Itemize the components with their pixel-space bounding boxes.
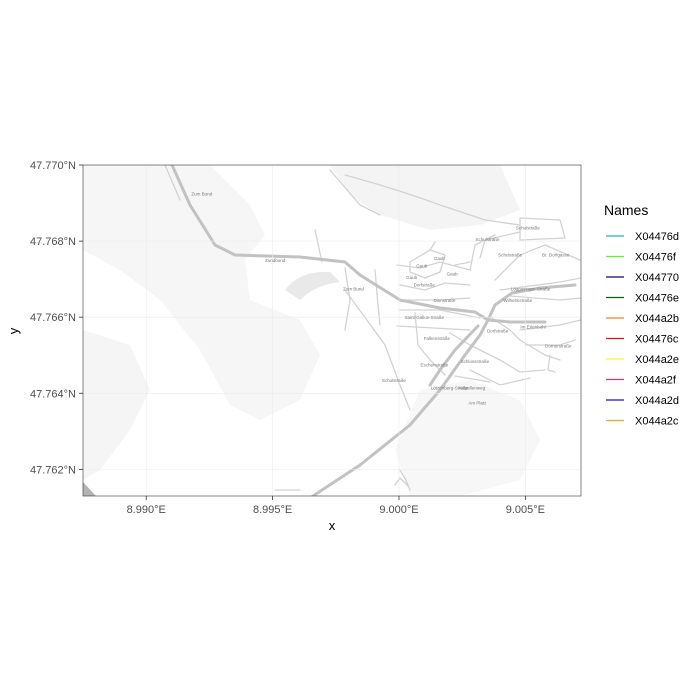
landuse-areas [83,165,540,496]
legend-item: X044a2f [604,370,677,389]
x-tick-label: 8.995°E [253,504,292,516]
y-axis-title: y [6,327,21,334]
street-label: Dornerstraße [545,344,572,349]
legend-item: X044770 [604,268,679,286]
y-tick-label: 47.766°N [30,312,76,324]
street-label: Zundbund [265,258,286,263]
legend-label: X04476e [635,293,679,305]
legend-label: X044a2f [635,375,677,387]
street-label: Falkenstraße [424,336,451,341]
street-label: Zum Bund [343,287,364,292]
street-label: Schlossstraße [461,359,490,364]
y-tick-label: 47.770°N [30,160,76,172]
legend-item: X04476f [604,247,677,266]
legend-item: X044a2b [604,309,679,327]
grid-lines [83,165,581,496]
y-axis: 47.770°N 47.768°N 47.766°N 47.764°N 47.762°N [30,160,83,476]
y-tick-label: 47.768°N [30,236,76,248]
street-label: Im Erlenbühl [520,325,545,330]
legend-label: X044a2d [635,395,679,407]
minor-roads [164,165,581,491]
street-label: Schulstraße [382,378,407,383]
plot-panel: Zum Bund Zundbund Zum Bund Saint-Gallus-Str… [82,164,582,497]
street-label: Saint-Gallus-Straße [405,315,445,320]
x-tick-label: 8.990°E [127,504,166,516]
legend-label: X04476f [635,252,677,264]
legend-item: X04476d [604,227,679,245]
street-label: Gaub [434,256,446,261]
street-label: Dorfstraße [414,283,436,288]
street-label: Lötzenberg-Straße [431,385,469,390]
street-label: Gaub [406,275,418,280]
street-label: Schulstraße [516,226,541,231]
street-label: Schulstraße [475,237,500,242]
legend-item: X04476c [604,329,679,348]
legend-label: X044a2e [635,354,679,366]
street-label: Br. Dorfgasse [542,252,570,257]
street-label: Wilhelmstraße [503,298,532,303]
legend-items: X04476d X04476f X044770 X04476e X044a2b X0447… [604,227,679,430]
legend-item: X04476e [604,288,679,307]
street-label: Löggasinger Straße [511,287,551,292]
legend-label: X044a2b [635,313,679,325]
legend-label: X04476d [635,231,679,243]
street-label: Schulstraße [498,252,523,257]
x-axis-title: x [329,518,336,533]
street-label: Dorfstraße [487,328,509,333]
legend-title: Names [604,202,648,218]
street-label: Am Platz [468,401,487,406]
street-label: Gaub [416,264,428,269]
street-label: Eschenstraße [420,363,448,368]
legend-item: X044a2d [604,391,679,409]
legend-label: X044770 [635,272,679,284]
street-label: Kapellenweg [459,385,485,390]
street-labels: Zum Bund Zundbund Zum Bund Saint-Gallus-Str… [191,191,572,405]
x-tick-label: 9.000°E [379,504,418,516]
legend-item: X044a2c [604,411,679,430]
street-label: Dinnstraße [433,298,456,303]
basemap: Zum Bund Zundbund Zum Bund Saint-Gallus-Str… [83,165,581,496]
street-label: Zum Bund [191,191,212,196]
y-tick-label: 47.764°N [30,388,76,400]
legend: Names X04476d X04476f X044770 X04476e X044a2… [604,202,679,430]
panel-border [82,164,582,497]
legend-label: X04476c [635,334,679,346]
legend-item: X044a2e [604,350,679,368]
street-label: Gaub [447,271,459,276]
major-roads [170,165,577,496]
x-tick-label: 9.005°E [506,504,545,516]
legend-label: X044a2c [635,416,679,428]
x-axis: 8.990°E 8.995°E 9.000°E 9.005°E [127,496,545,516]
y-tick-label: 47.762°N [30,464,76,476]
